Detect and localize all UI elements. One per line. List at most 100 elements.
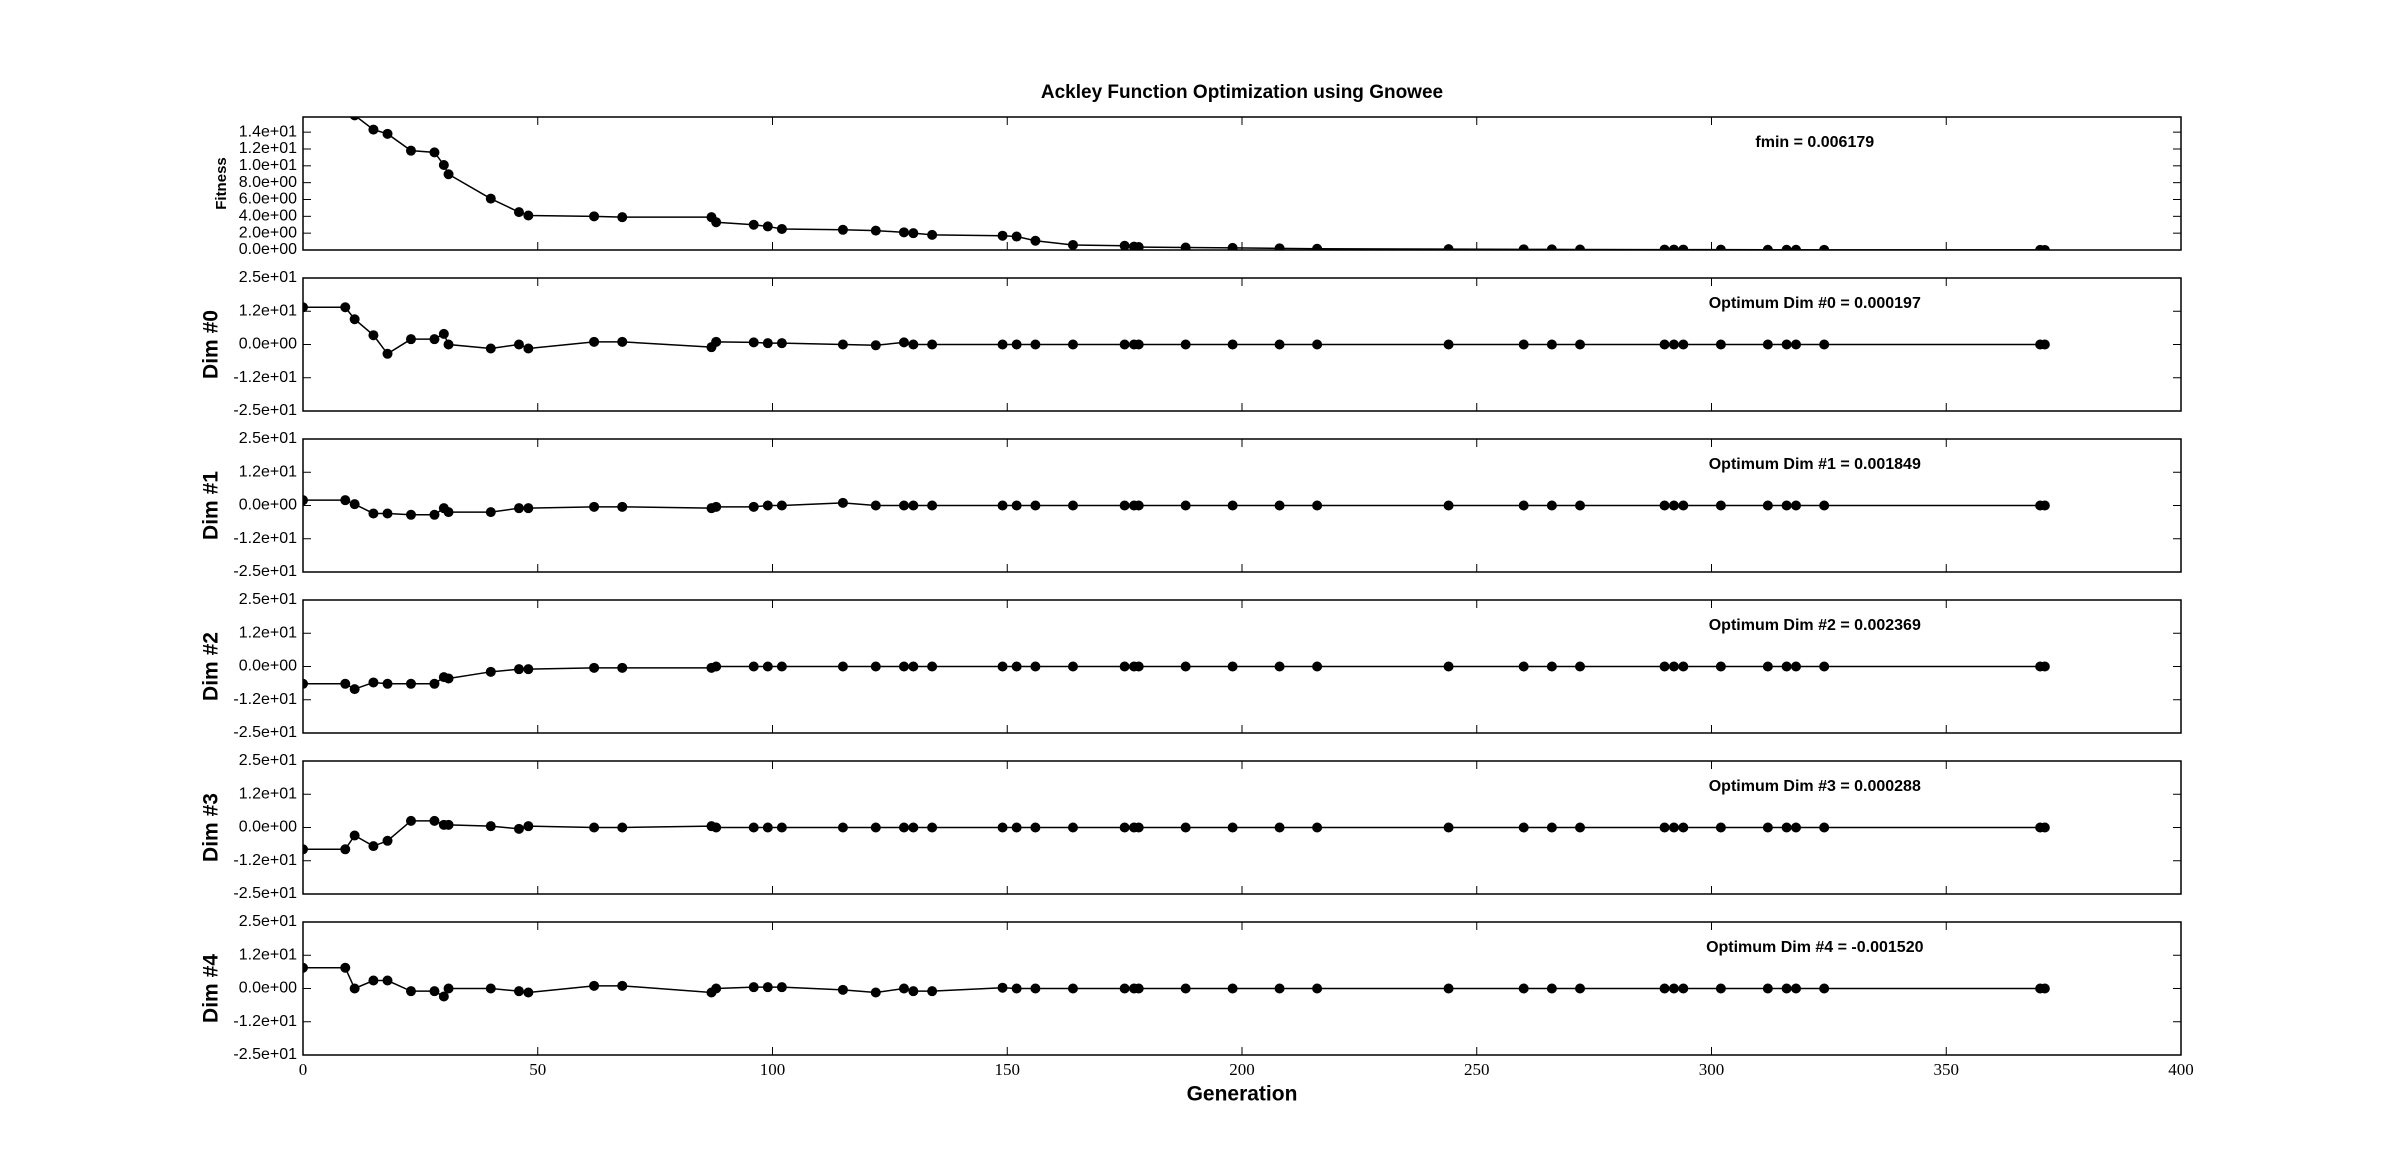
marker <box>382 348 393 359</box>
marker <box>1011 661 1022 672</box>
marker <box>340 93 350 103</box>
marker <box>340 844 351 855</box>
marker <box>1659 339 1670 350</box>
marker <box>382 975 393 986</box>
marker <box>382 508 393 519</box>
marker <box>349 830 360 841</box>
marker <box>2039 244 2050 250</box>
marker <box>1668 661 1679 672</box>
y-tick-label: 2.5e+01 <box>239 591 297 608</box>
marker <box>1546 661 1557 672</box>
marker <box>1715 822 1726 833</box>
marker <box>1312 500 1323 511</box>
marker <box>762 982 773 993</box>
marker <box>1518 500 1529 511</box>
marker <box>711 217 722 228</box>
marker <box>1518 822 1529 833</box>
x-tick-label: 400 <box>2168 1060 2194 1079</box>
marker <box>443 673 454 684</box>
axes-frame <box>302 760 2182 895</box>
marker <box>513 339 524 350</box>
y-tick-label: 0.0e+00 <box>239 980 297 997</box>
marker <box>1180 500 1191 511</box>
marker <box>1227 339 1238 350</box>
marker <box>1668 822 1679 833</box>
marker <box>405 815 416 826</box>
marker <box>1133 822 1144 833</box>
plot-area <box>303 815 2050 855</box>
y-tick-label: 1.0e+01 <box>239 157 297 174</box>
marker <box>1781 500 1792 511</box>
marker <box>1312 339 1323 350</box>
marker <box>1274 822 1285 833</box>
y-tick-label: 0.0e+00 <box>239 497 297 514</box>
marker <box>1443 244 1454 250</box>
marker <box>1180 661 1191 672</box>
marker <box>762 500 773 511</box>
x-tick-label: 200 <box>1229 1060 1255 1079</box>
marker <box>429 986 440 997</box>
marker <box>1575 983 1586 994</box>
plot-area <box>303 302 2050 359</box>
marker <box>1067 661 1078 672</box>
marker <box>1659 822 1670 833</box>
marker <box>837 497 848 508</box>
marker <box>1518 244 1529 250</box>
chart-title: Ackley Function Optimization using Gnowe… <box>1041 82 1443 103</box>
marker <box>1678 822 1689 833</box>
plot-area <box>303 661 2050 695</box>
marker <box>485 343 496 354</box>
marker <box>617 212 628 223</box>
marker <box>1819 244 1830 250</box>
marker <box>898 337 909 348</box>
marker <box>908 986 919 997</box>
marker <box>1575 822 1586 833</box>
marker <box>1227 983 1238 994</box>
marker <box>1180 822 1191 833</box>
marker <box>1659 983 1670 994</box>
marker <box>1678 983 1689 994</box>
y-tick-label: -1.2e+01 <box>233 691 297 708</box>
annotation: fmin = 0.006179 <box>1755 134 1874 151</box>
marker <box>1791 339 1802 350</box>
marker <box>1227 822 1238 833</box>
y-tick-label: -2.5e+01 <box>233 1046 297 1063</box>
marker <box>617 501 628 512</box>
marker <box>513 207 524 218</box>
marker <box>1715 339 1726 350</box>
marker <box>617 662 628 673</box>
axes-frame <box>302 921 2182 1056</box>
marker <box>382 128 393 139</box>
marker <box>1575 244 1586 250</box>
y-axis-label: Dim #1 <box>200 471 223 540</box>
marker <box>443 169 454 180</box>
marker <box>870 225 881 236</box>
marker <box>776 982 787 993</box>
marker <box>898 983 909 994</box>
marker <box>443 339 454 350</box>
y-tick-label: 2.0e+00 <box>239 224 297 241</box>
marker <box>589 822 600 833</box>
y-tick-label: 0.0e+00 <box>239 819 297 836</box>
marker <box>1011 500 1022 511</box>
marker <box>837 661 848 672</box>
marker <box>1312 822 1323 833</box>
marker <box>762 661 773 672</box>
marker <box>898 500 909 511</box>
marker <box>1067 339 1078 350</box>
y-tick-label: 2.5e+01 <box>239 269 297 286</box>
marker <box>405 678 416 689</box>
marker <box>711 822 722 833</box>
marker <box>589 211 600 222</box>
marker <box>776 822 787 833</box>
marker <box>2039 661 2050 672</box>
marker <box>2039 983 2050 994</box>
y-tick-label: 4.0e+00 <box>239 208 297 225</box>
marker <box>438 159 449 170</box>
y-tick-label: 0.0e+00 <box>239 336 297 353</box>
marker <box>405 986 416 997</box>
marker <box>513 823 524 834</box>
marker <box>1030 500 1041 511</box>
marker <box>711 336 722 347</box>
marker <box>1274 243 1285 250</box>
